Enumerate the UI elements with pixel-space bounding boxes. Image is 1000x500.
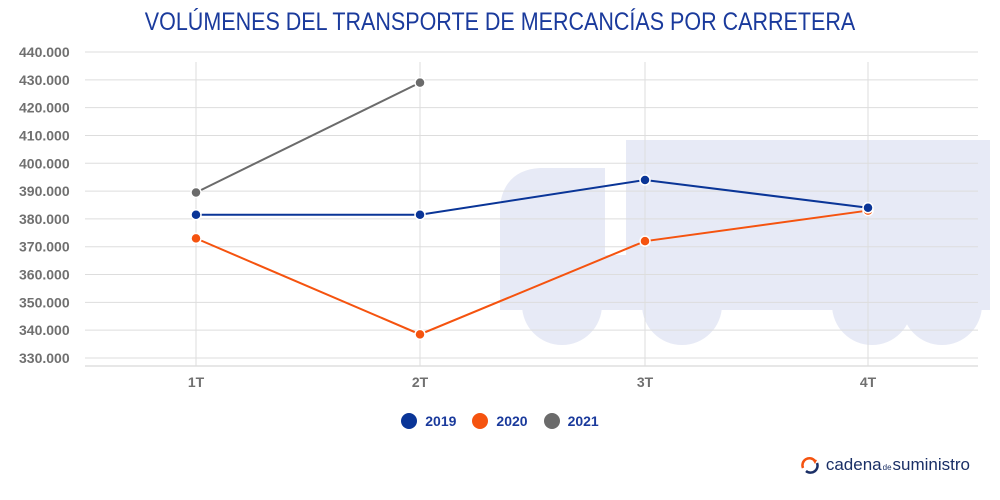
x-tick-label: 4T: [860, 374, 877, 390]
x-tick-label: 2T: [412, 374, 429, 390]
brand-text: cadenadesuministro: [826, 455, 970, 475]
truck-trailer: [626, 140, 990, 255]
data-point-2020[interactable]: [639, 235, 651, 247]
data-point-2020[interactable]: [190, 232, 202, 245]
series-line-2019: [196, 178, 869, 216]
x-tick-label: 1T: [188, 374, 205, 390]
series-line-2020: [195, 209, 869, 336]
legend-swatch-2019: [401, 413, 418, 429]
legend-item-2019[interactable]: 2019: [401, 413, 456, 429]
truck-wheel-3: [832, 265, 912, 345]
data-point-2020[interactable]: [414, 328, 426, 341]
legend-label-2020: 2020: [496, 413, 528, 429]
data-point-2021[interactable]: [414, 76, 426, 89]
y-tick-label: 350.000: [19, 294, 70, 310]
y-tick-label: 340.000: [19, 322, 70, 338]
truck-illustration: [500, 140, 990, 345]
legend-swatch-2020: [472, 413, 489, 429]
legend-label-2021: 2021: [567, 413, 599, 429]
brand-part-1: cadena: [825, 455, 882, 474]
data-point-2021[interactable]: [190, 186, 202, 199]
grid: [85, 51, 978, 367]
legend-swatch-2021: [543, 413, 560, 429]
y-tick-label: 370.000: [19, 239, 70, 255]
y-tick-label: 420.000: [19, 100, 70, 116]
supply-chain-arrows-icon: [801, 457, 819, 474]
legend: 2019 2020 2021: [0, 413, 1000, 429]
brand-part-3: suministro: [892, 455, 970, 474]
series-line-2021: [195, 81, 421, 194]
x-axis: 1T 2T 3T 4T: [188, 374, 877, 390]
y-tick-label: 400.000: [19, 155, 70, 171]
legend-item-2021[interactable]: 2021: [543, 413, 599, 429]
truck-wheel-1: [522, 265, 602, 345]
y-tick-label: 390.000: [19, 183, 70, 199]
brand-logo: cadenadesuministro: [800, 455, 970, 475]
y-tick-label: 410.000: [19, 127, 70, 143]
series-group: [190, 76, 874, 341]
truck-wheel-2: [642, 265, 722, 345]
y-tick-label: 430.000: [19, 72, 70, 88]
data-point-2019[interactable]: [190, 208, 202, 221]
legend-label-2019: 2019: [425, 413, 457, 429]
y-tick-label: 330.000: [19, 350, 70, 366]
legend-item-2020[interactable]: 2020: [472, 413, 528, 429]
truck-wheel-4: [902, 265, 982, 345]
data-point-2019[interactable]: [862, 202, 874, 214]
y-tick-label: 380.000: [19, 211, 70, 227]
brand-part-2: de: [882, 463, 892, 472]
chart-title: VOLÚMENES DEL TRANSPORTE DE MERCANCÍAS P…: [144, 8, 856, 36]
data-point-2019[interactable]: [414, 208, 426, 221]
x-tick-label: 3T: [637, 374, 654, 390]
y-tick-label: 440.000: [19, 44, 70, 60]
y-tick-label: 360.000: [19, 267, 70, 283]
y-axis: 440.000 430.000 420.000 410.000 400.000 390.0…: [19, 44, 70, 366]
data-point-2019[interactable]: [639, 174, 651, 186]
